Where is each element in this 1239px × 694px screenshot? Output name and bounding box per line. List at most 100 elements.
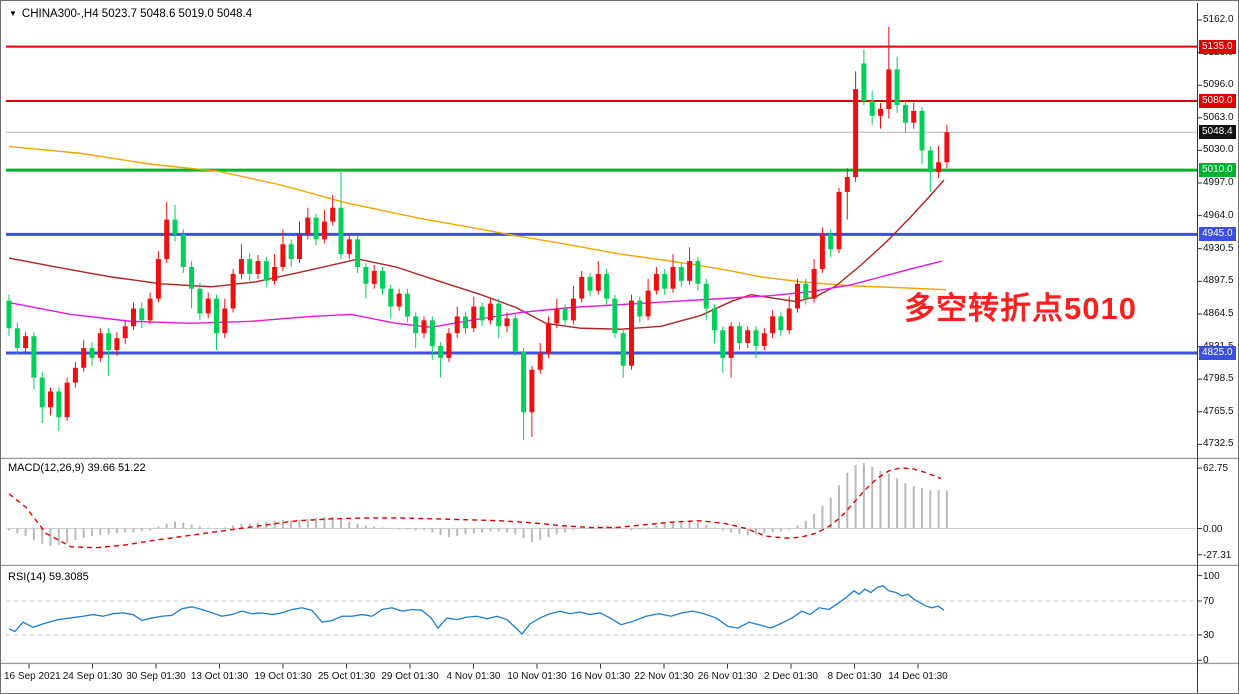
candle-body <box>81 348 87 368</box>
candle-body <box>653 273 659 291</box>
candle-body <box>313 217 319 240</box>
moving-average-fast <box>8 260 943 328</box>
candle-body <box>936 162 942 173</box>
date-tick-label: 2 Dec 01:30 <box>764 671 818 682</box>
candle-body <box>454 316 460 334</box>
candle-body <box>429 320 435 347</box>
candle-body <box>31 336 37 378</box>
price-tick-label: 5063.0 <box>1203 111 1234 123</box>
candle-body <box>72 367 78 383</box>
date-tick-label: 29 Oct 01:30 <box>381 671 439 682</box>
candle-body <box>56 391 62 418</box>
candle-body <box>288 244 294 260</box>
candle-body <box>164 219 170 260</box>
candle-body <box>396 293 402 307</box>
date-tick-label: 16 Nov 01:30 <box>570 671 631 682</box>
date-tick-label: 4 Nov 01:30 <box>446 671 501 682</box>
candle-body <box>853 89 859 178</box>
candle-body <box>919 110 925 151</box>
candle-body <box>64 382 70 418</box>
candle-body <box>39 377 45 408</box>
rsi-indicator-label: RSI(14) 59.3085 <box>8 571 89 583</box>
date-tick-label: 22 Nov 01:30 <box>634 671 694 682</box>
candle-body <box>537 352 543 370</box>
date-tick-label: 19 Oct 01:30 <box>254 671 312 682</box>
candle-body <box>147 298 153 321</box>
date-tick-label: 25 Oct 01:30 <box>317 671 376 682</box>
candle-body <box>222 308 228 334</box>
candle-body <box>255 261 261 274</box>
date-tick-label: 13 Oct 01:30 <box>190 671 249 682</box>
price-tick-label: 4798.5 <box>1203 373 1234 385</box>
candle-body <box>238 259 244 274</box>
candle-body <box>421 320 427 334</box>
candle-body <box>579 276 585 299</box>
date-tick-label: 30 Sep 01:30 <box>126 671 186 682</box>
date-tick-label: 8 Dec 01:30 <box>827 671 882 682</box>
candle-body <box>570 298 576 321</box>
candle-body <box>496 303 502 327</box>
candle-body <box>321 221 327 240</box>
candle-body <box>97 333 103 358</box>
candle-body <box>878 108 883 116</box>
macd-tick-label: 0.00 <box>1203 523 1223 535</box>
candle-body <box>786 308 792 331</box>
candle-body <box>761 333 767 347</box>
candle-body <box>836 191 842 250</box>
candle-body <box>355 239 361 267</box>
candle-body <box>844 177 850 192</box>
candle-body <box>404 293 410 317</box>
date-tick-label: 16 Sep 2021 <box>4 671 61 682</box>
candle-body <box>678 267 684 281</box>
price-tick-label: 4997.0 <box>1203 177 1234 189</box>
candle-body <box>587 276 593 291</box>
candle-body <box>620 333 626 366</box>
candle-body <box>114 338 120 350</box>
candle-body <box>180 234 186 267</box>
candle-body <box>927 150 933 173</box>
candle-body <box>23 336 29 349</box>
candle-body <box>911 110 917 123</box>
macd-indicator-label: MACD(12,26,9) 39.66 51.22 <box>8 462 146 474</box>
date-tick-label: 14 Dec 01:30 <box>888 671 948 682</box>
candle-body <box>670 267 676 289</box>
candle-body <box>869 101 875 116</box>
rsi-tick-label: 0 <box>1203 655 1209 667</box>
candle-body <box>14 328 20 349</box>
candle-body <box>479 306 485 321</box>
candle-body <box>944 132 950 163</box>
symbol-dropdown-icon[interactable]: ▼ <box>9 9 17 18</box>
candle-body <box>230 273 236 309</box>
candle-body <box>562 308 568 321</box>
candle-body <box>89 348 95 358</box>
candle-body <box>446 333 452 358</box>
candle-body <box>330 207 336 222</box>
candle-body <box>106 333 112 350</box>
candle-body <box>720 330 726 358</box>
candle-body <box>728 326 734 358</box>
candle-body <box>637 300 643 317</box>
candle-body <box>512 318 518 352</box>
candle-body <box>214 298 219 334</box>
candle-body <box>388 288 394 307</box>
candle-body <box>902 104 908 123</box>
candle-body <box>612 298 618 334</box>
price-badge: 5010.0 <box>1199 163 1236 178</box>
candle-body <box>554 308 560 324</box>
candle-body <box>280 244 286 267</box>
candle-body <box>861 63 867 102</box>
macd-signal-line <box>8 467 942 549</box>
candle-body <box>272 267 278 281</box>
candle-body <box>753 330 759 347</box>
candle-body <box>205 298 211 314</box>
candle-body <box>521 351 527 413</box>
date-tick-label: 10 Nov 01:30 <box>507 671 567 682</box>
candle-body <box>346 239 352 255</box>
candle-body <box>546 323 551 353</box>
chart-annotation-text: 多空转折点5010 <box>904 291 1137 326</box>
candle-body <box>338 207 344 255</box>
candle-body <box>247 259 253 274</box>
candle-body <box>745 330 751 344</box>
